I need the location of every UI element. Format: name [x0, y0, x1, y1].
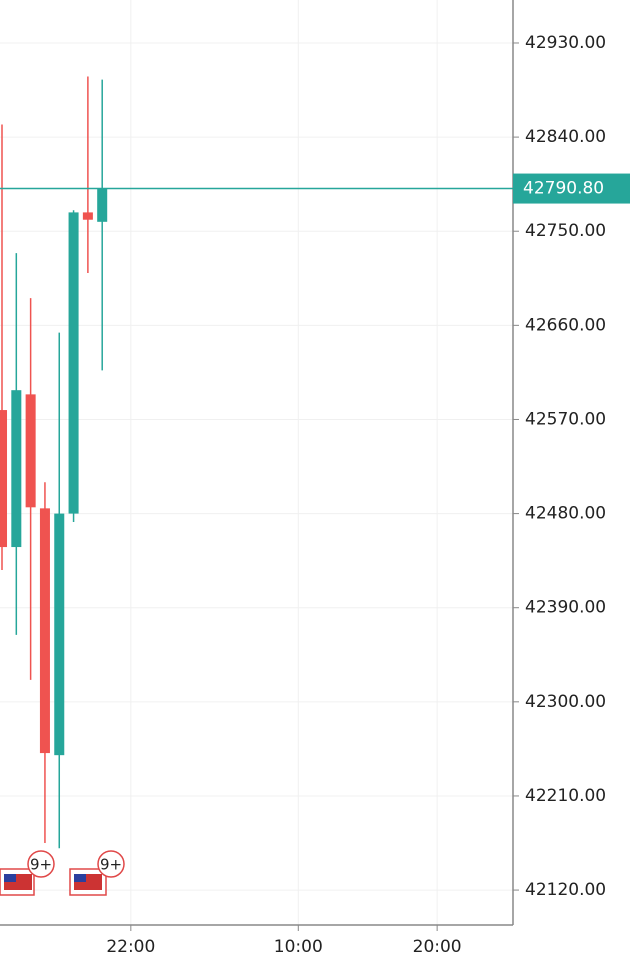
- event-marker[interactable]: 9+: [0, 850, 55, 896]
- x-tick-label: 20:00: [413, 937, 462, 957]
- y-tick-label: 42930.00: [525, 33, 606, 53]
- candle-body: [0, 410, 8, 548]
- candle-body: [25, 394, 36, 508]
- y-tick-label: 42120.00: [525, 880, 606, 900]
- candle-body: [68, 212, 79, 514]
- x-tick-label: 10:00: [274, 937, 323, 957]
- last-price-label: 42790.80: [523, 179, 604, 199]
- event-label: 9+: [30, 856, 52, 874]
- candle-body: [82, 212, 93, 220]
- y-tick-label: 42570.00: [525, 409, 606, 429]
- candle-body: [39, 508, 50, 754]
- last-price-box: [513, 173, 630, 204]
- event-marker[interactable]: 9+: [69, 850, 125, 896]
- x-tick-label: 22:00: [106, 937, 155, 957]
- candle-body: [54, 513, 65, 756]
- candle-body: [11, 390, 22, 548]
- y-tick-label: 42840.00: [525, 127, 606, 147]
- y-tick-label: 42390.00: [525, 598, 606, 618]
- candle-body: [97, 188, 108, 222]
- y-tick-label: 42300.00: [525, 692, 606, 712]
- y-tick-label: 42750.00: [525, 221, 606, 241]
- y-tick-label: 42210.00: [525, 786, 606, 806]
- event-label: 9+: [100, 856, 122, 874]
- y-tick-label: 42660.00: [525, 315, 606, 335]
- y-tick-label: 42480.00: [525, 504, 606, 524]
